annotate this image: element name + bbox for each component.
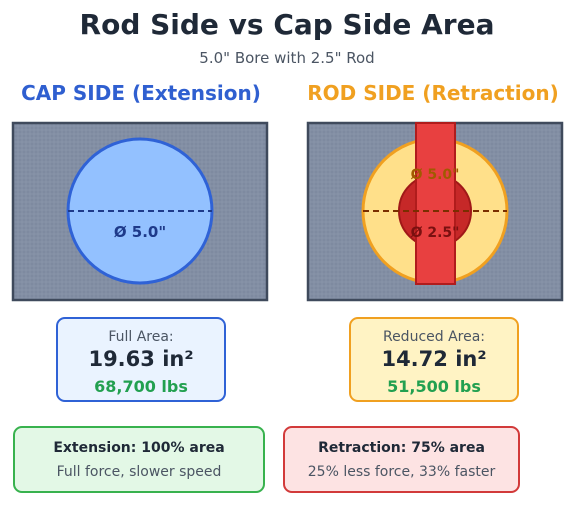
rod-side-bore-label: Ø 5.0" — [411, 167, 460, 183]
page-title: Rod Side vs Cap Side Area — [79, 8, 495, 41]
cap-side-heading: CAP SIDE (Extension) — [21, 81, 261, 105]
extension-summary-title: Extension: 100% area — [53, 440, 225, 456]
rod-side-area-label: Reduced Area: — [382, 329, 486, 345]
rod-side-force: 51,500 lbs — [387, 377, 481, 396]
page-subtitle: 5.0" Bore with 2.5" Rod — [199, 49, 375, 67]
rod-side-heading: ROD SIDE (Retraction) — [307, 81, 559, 105]
extension-summary-card: Extension: 100% area Full force, slower … — [13, 426, 265, 493]
cap-side-force: 68,700 lbs — [94, 377, 188, 396]
rod-side-rod-label: Ø 2.5" — [411, 225, 460, 241]
cap-side-diameter-label: Ø 5.0" — [114, 223, 166, 241]
rod-side-area-card: Reduced Area: 14.72 in² 51,500 lbs — [349, 317, 519, 402]
extension-summary-desc: Full force, slower speed — [56, 464, 222, 480]
rod-side-area-value: 14.72 in² — [381, 347, 487, 371]
rod-side-diagram: Ø 5.0" Ø 2.5" — [306, 121, 564, 302]
cap-side-area-value: 19.63 in² — [88, 347, 194, 371]
retraction-summary-desc: 25% less force, 33% faster — [307, 464, 496, 480]
retraction-summary-card: Retraction: 75% area 25% less force, 33%… — [283, 426, 520, 493]
cap-side-diagram: Ø 5.0" — [11, 121, 269, 302]
retraction-summary-title: Retraction: 75% area — [318, 440, 485, 456]
cap-side-area-label: Full Area: — [108, 329, 174, 345]
cap-side-area-card: Full Area: 19.63 in² 68,700 lbs — [56, 317, 226, 402]
rod-side-piston-rod — [415, 122, 456, 285]
